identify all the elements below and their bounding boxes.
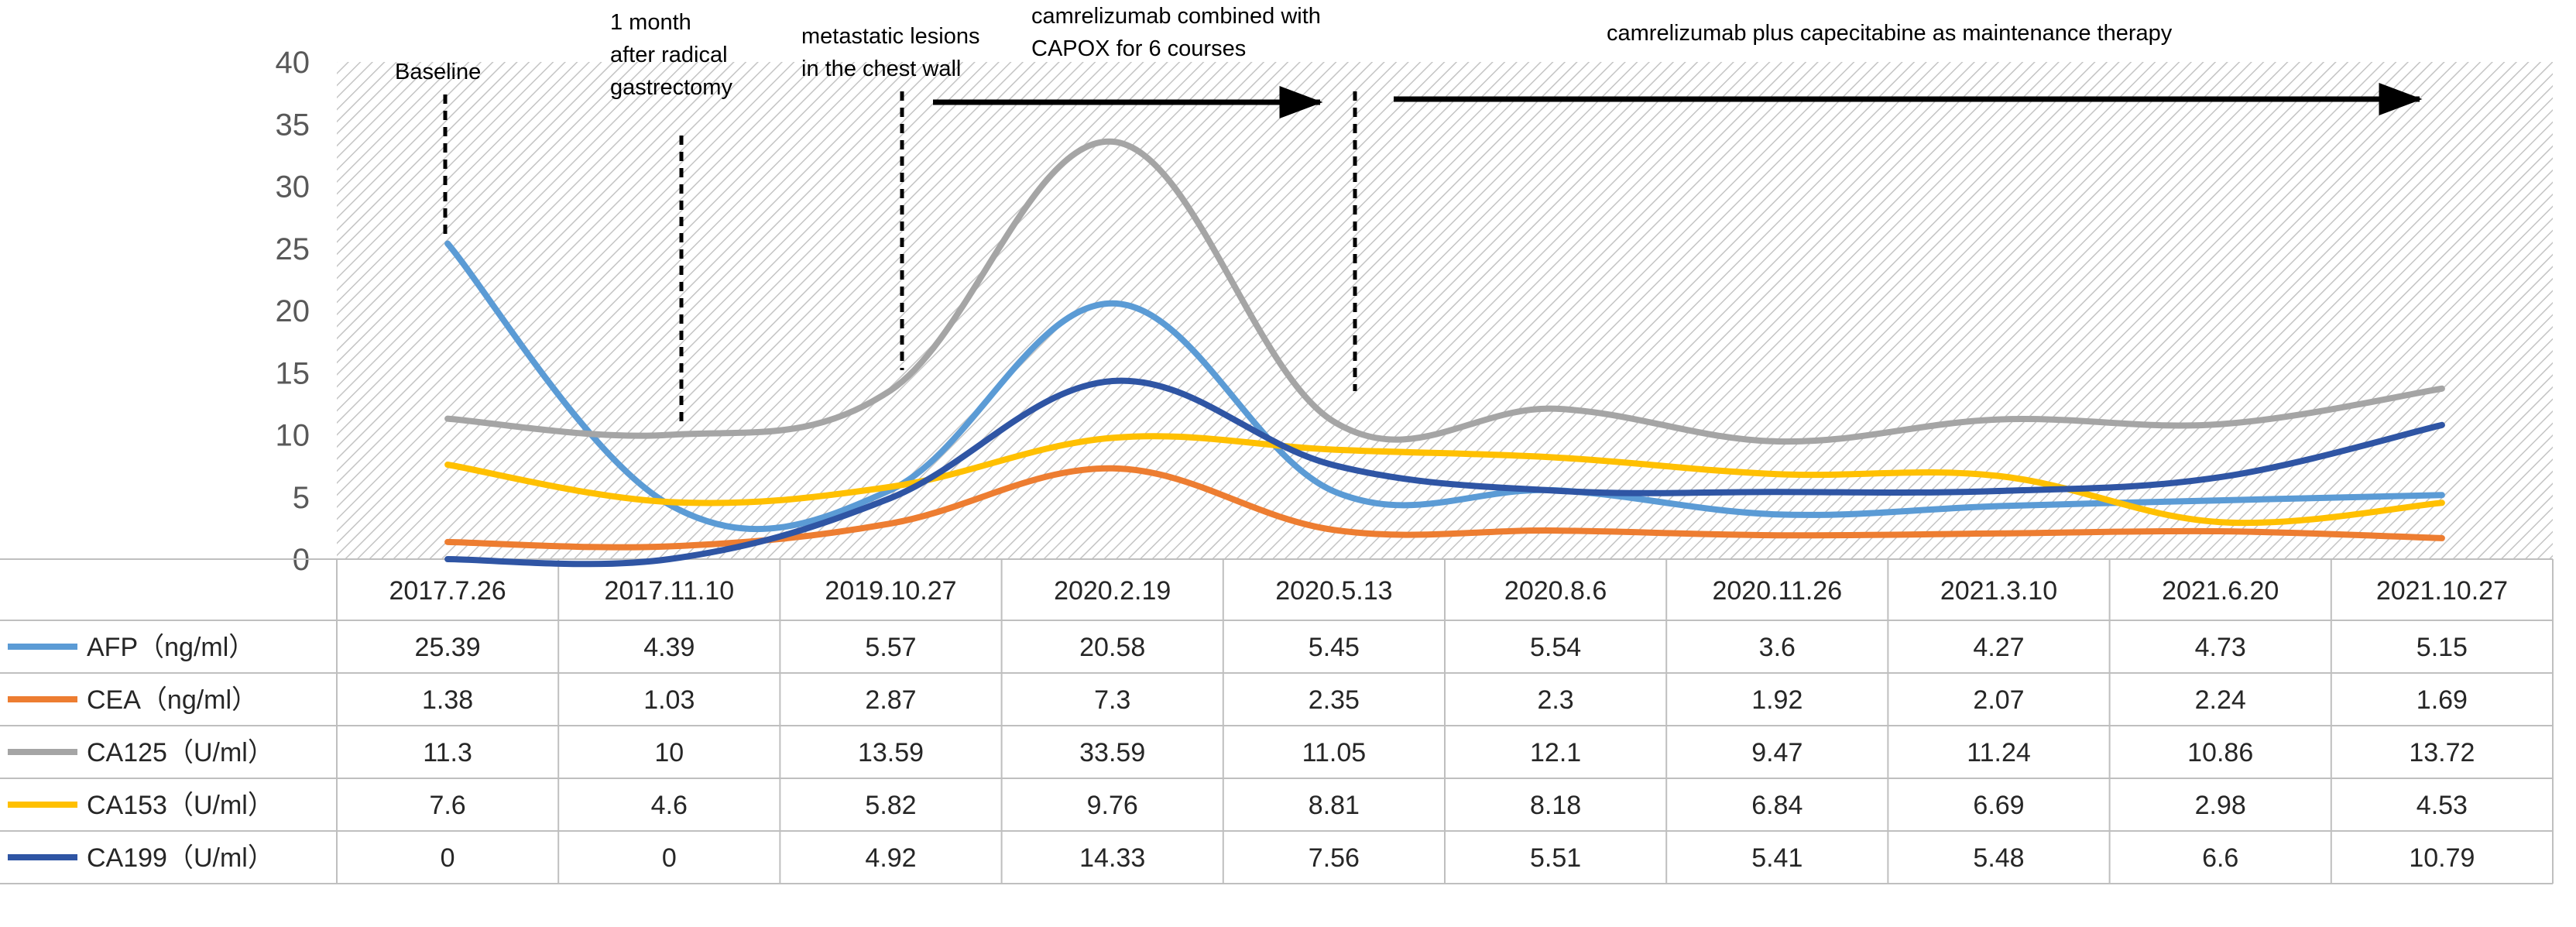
data-label: 5.41 bbox=[1751, 843, 1803, 873]
y-tick-label: 30 bbox=[276, 170, 310, 204]
data-label: 2.3 bbox=[1537, 685, 1573, 715]
legend-label: CA199（U/ml） bbox=[87, 843, 274, 873]
annotation-text: CAPOX for 6 courses bbox=[1031, 36, 1246, 61]
x-tick-label: 2020.2.19 bbox=[1054, 576, 1171, 606]
data-label: 4.92 bbox=[865, 843, 916, 873]
y-tick-label: 10 bbox=[276, 419, 310, 453]
data-label: 13.59 bbox=[858, 738, 924, 767]
event-markers bbox=[443, 91, 1357, 422]
series-line bbox=[444, 240, 2445, 533]
series-line bbox=[444, 465, 2445, 551]
x-tick-label: 2017.11.10 bbox=[604, 576, 734, 606]
annotation-text: gastrectomy bbox=[610, 75, 732, 100]
data-label: 1.03 bbox=[643, 685, 695, 715]
data-label: 1.92 bbox=[1751, 685, 1803, 715]
data-label: 10.86 bbox=[2187, 738, 2253, 767]
series-lines bbox=[444, 138, 2445, 568]
x-tick-label: 2019.10.27 bbox=[825, 576, 956, 606]
data-label: 11.24 bbox=[1967, 738, 2031, 767]
data-label: 7.6 bbox=[429, 791, 465, 820]
annotation-text: Baseline bbox=[395, 60, 481, 84]
data-label: 5.48 bbox=[1973, 843, 2024, 873]
legend-label: AFP（ng/ml） bbox=[87, 633, 255, 662]
data-label: 4.27 bbox=[1973, 633, 2024, 662]
data-label: 25.39 bbox=[415, 633, 481, 662]
y-tick-label: 25 bbox=[276, 232, 310, 266]
annotation-text: in the chest wall bbox=[801, 57, 961, 81]
data-label: 6.6 bbox=[2202, 843, 2238, 873]
y-tick-label: 35 bbox=[276, 108, 310, 142]
data-label: 9.47 bbox=[1751, 738, 1803, 767]
data-label: 4.53 bbox=[2417, 791, 2468, 820]
data-label: 2.07 bbox=[1973, 685, 2024, 715]
therapy-arrows bbox=[933, 83, 2423, 118]
data-label: 5.51 bbox=[1530, 843, 1581, 873]
data-table: 2017.7.26 2017.11.10 2019.10.27 2020.2.19 20… bbox=[0, 558, 2554, 884]
data-label: 1.38 bbox=[422, 685, 473, 715]
data-label: 8.81 bbox=[1309, 791, 1360, 820]
data-label: 4.6 bbox=[651, 791, 688, 820]
annotation-text: after radical bbox=[610, 43, 728, 67]
event-annotations: Baseline 1 month after radical gastrectomy m… bbox=[395, 4, 2173, 100]
data-label: 2.24 bbox=[2195, 685, 2246, 715]
x-tick-label: 2021.6.20 bbox=[2162, 576, 2279, 606]
data-label: 0 bbox=[441, 843, 455, 873]
data-label: 3.6 bbox=[1759, 633, 1796, 662]
data-label: 7.3 bbox=[1094, 685, 1130, 715]
y-tick-label: 40 bbox=[276, 46, 310, 80]
data-label: 10.79 bbox=[2409, 843, 2475, 873]
data-label: 9.76 bbox=[1087, 791, 1138, 820]
data-label: 4.73 bbox=[2195, 633, 2246, 662]
annotation-text: camrelizumab plus capecitabine as mainte… bbox=[1607, 21, 2173, 46]
data-label: 14.33 bbox=[1079, 843, 1145, 873]
y-tick-label: 5 bbox=[293, 481, 310, 515]
data-label: 11.3 bbox=[423, 738, 472, 767]
data-label: 1.69 bbox=[2417, 685, 2468, 715]
data-label: 11.05 bbox=[1302, 738, 1367, 767]
plot-area bbox=[337, 62, 2553, 559]
data-label: 5.45 bbox=[1309, 633, 1360, 662]
data-label: 2.87 bbox=[865, 685, 916, 715]
x-tick-label: 2017.7.26 bbox=[389, 576, 506, 606]
series-line bbox=[444, 377, 2445, 568]
data-label: 10 bbox=[654, 738, 684, 767]
annotation-text: metastatic lesions bbox=[801, 24, 980, 49]
data-label: 4.39 bbox=[643, 633, 695, 662]
data-label: 13.72 bbox=[2409, 738, 2475, 767]
data-label: 6.69 bbox=[1973, 791, 2024, 820]
series-line bbox=[444, 433, 2445, 527]
x-tick-label: 2021.10.27 bbox=[2376, 576, 2508, 606]
y-tick-label: 20 bbox=[276, 294, 310, 328]
x-tick-label: 2021.3.10 bbox=[1940, 576, 2057, 606]
y-tick-label: 15 bbox=[276, 356, 310, 390]
data-label: 12.1 bbox=[1530, 738, 1581, 767]
data-label: 2.98 bbox=[2195, 791, 2246, 820]
series-line bbox=[444, 138, 2445, 445]
data-label: 5.54 bbox=[1530, 633, 1581, 662]
legend-label: CEA（ng/ml） bbox=[87, 685, 258, 715]
x-tick-label: 2020.11.26 bbox=[1712, 576, 1842, 606]
data-label: 0 bbox=[662, 843, 677, 873]
data-label: 33.59 bbox=[1079, 738, 1145, 767]
data-label: 5.82 bbox=[865, 791, 916, 820]
annotation-text: camrelizumab combined with bbox=[1031, 4, 1321, 29]
x-tick-label: 2020.8.6 bbox=[1504, 576, 1607, 606]
data-label: 5.15 bbox=[2417, 633, 2468, 662]
data-label: 5.57 bbox=[865, 633, 916, 662]
x-tick-label: 2020.5.13 bbox=[1275, 576, 1392, 606]
data-label: 8.18 bbox=[1530, 791, 1581, 820]
data-label: 7.56 bbox=[1309, 843, 1360, 873]
data-label: 20.58 bbox=[1079, 633, 1145, 662]
data-label: 6.84 bbox=[1751, 791, 1803, 820]
data-label: 2.35 bbox=[1309, 685, 1360, 715]
annotation-text: 1 month bbox=[610, 10, 691, 35]
legend-label: CA125（U/ml） bbox=[87, 738, 274, 767]
legend-label: CA153（U/ml） bbox=[87, 791, 274, 820]
